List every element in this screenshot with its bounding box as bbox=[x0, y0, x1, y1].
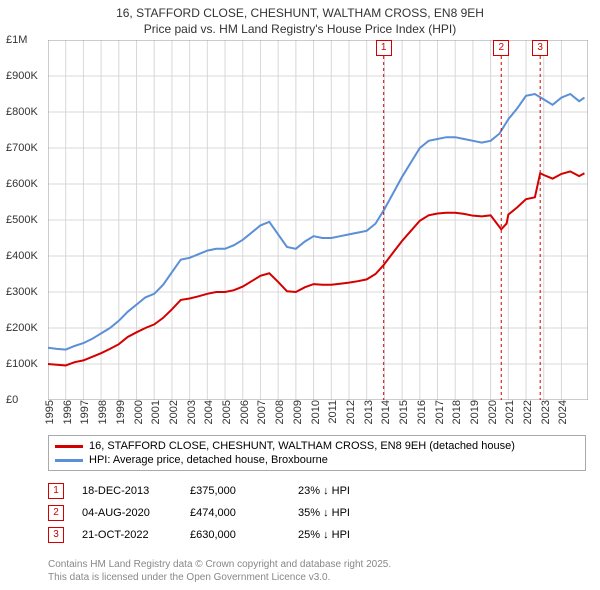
chart-area: £0£100K£200K£300K£400K£500K£600K£700K£80… bbox=[48, 40, 588, 400]
sale-number-box: 2 bbox=[48, 505, 64, 521]
sale-price: £474,000 bbox=[190, 507, 280, 519]
sale-delta: 25% ↓ HPI bbox=[298, 529, 388, 541]
y-tick-label: £0 bbox=[6, 394, 18, 406]
y-tick-label: £100K bbox=[6, 358, 38, 370]
y-tick-label: £200K bbox=[6, 322, 38, 334]
sale-delta: 35% ↓ HPI bbox=[298, 507, 388, 519]
sale-marker-1: 1 bbox=[376, 40, 392, 56]
footer: Contains HM Land Registry data © Crown c… bbox=[48, 558, 586, 584]
sale-delta: 23% ↓ HPI bbox=[298, 485, 388, 497]
chart-title: 16, STAFFORD CLOSE, CHESHUNT, WALTHAM CR… bbox=[0, 0, 600, 37]
legend-label: HPI: Average price, detached house, Brox… bbox=[89, 454, 328, 466]
series-hpi bbox=[48, 94, 584, 350]
title-address: 16, STAFFORD CLOSE, CHESHUNT, WALTHAM CR… bbox=[0, 6, 600, 22]
sale-date: 18-DEC-2013 bbox=[82, 485, 172, 497]
sale-number-box: 3 bbox=[48, 527, 64, 543]
y-tick-label: £700K bbox=[6, 142, 38, 154]
sale-marker-2: 2 bbox=[493, 40, 509, 56]
footer-line1: Contains HM Land Registry data © Crown c… bbox=[48, 558, 586, 571]
legend-label: 16, STAFFORD CLOSE, CHESHUNT, WALTHAM CR… bbox=[89, 440, 515, 452]
sale-row: 1 18-DEC-2013 £375,000 23% ↓ HPI bbox=[48, 480, 586, 502]
legend-swatch bbox=[55, 445, 83, 448]
sale-price: £630,000 bbox=[190, 529, 280, 541]
sales-table: 1 18-DEC-2013 £375,000 23% ↓ HPI 2 04-AUG-202… bbox=[48, 480, 586, 546]
sale-date: 21-OCT-2022 bbox=[82, 529, 172, 541]
y-tick-label: £300K bbox=[6, 286, 38, 298]
footer-line2: This data is licensed under the Open Gov… bbox=[48, 571, 586, 584]
sale-price: £375,000 bbox=[190, 485, 280, 497]
y-tick-label: £500K bbox=[6, 214, 38, 226]
title-subhead: Price paid vs. HM Land Registry's House … bbox=[0, 22, 600, 38]
y-tick-label: £800K bbox=[6, 106, 38, 118]
legend-swatch bbox=[55, 459, 83, 462]
y-tick-label: £400K bbox=[6, 250, 38, 262]
chart-svg bbox=[48, 40, 588, 400]
sale-number-box: 1 bbox=[48, 483, 64, 499]
legend: 16, STAFFORD CLOSE, CHESHUNT, WALTHAM CR… bbox=[48, 435, 586, 471]
sale-date: 04-AUG-2020 bbox=[82, 507, 172, 519]
y-tick-label: £900K bbox=[6, 70, 38, 82]
legend-row: HPI: Average price, detached house, Brox… bbox=[55, 453, 579, 467]
sale-marker-3: 3 bbox=[532, 40, 548, 56]
x-tick-label: 2024 bbox=[557, 400, 585, 424]
legend-row: 16, STAFFORD CLOSE, CHESHUNT, WALTHAM CR… bbox=[55, 439, 579, 453]
chart-container: 16, STAFFORD CLOSE, CHESHUNT, WALTHAM CR… bbox=[0, 0, 600, 590]
sale-row: 2 04-AUG-2020 £474,000 35% ↓ HPI bbox=[48, 502, 586, 524]
sale-row: 3 21-OCT-2022 £630,000 25% ↓ HPI bbox=[48, 524, 586, 546]
series-lines bbox=[48, 94, 584, 365]
y-tick-label: £1M bbox=[6, 34, 27, 46]
series-price-paid bbox=[48, 171, 584, 365]
y-tick-label: £600K bbox=[6, 178, 38, 190]
